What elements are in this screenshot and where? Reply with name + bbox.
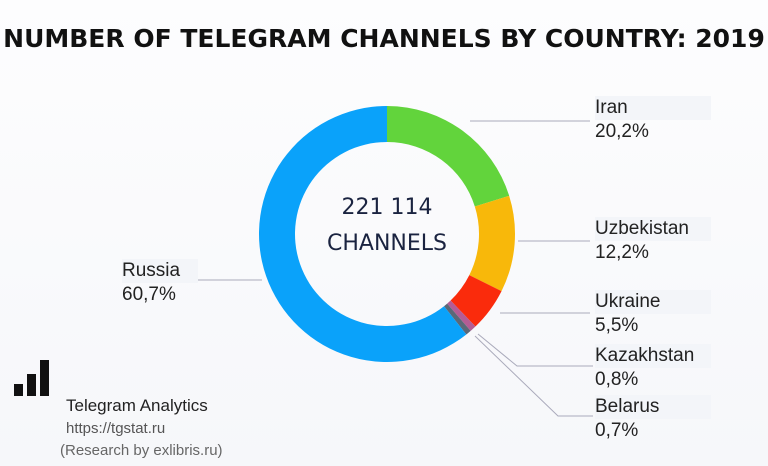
slice-ukraine: [450, 275, 502, 327]
slice-value: 60,7%: [122, 284, 176, 305]
center-unit: CHANNELS: [327, 231, 447, 256]
slice-russia: [258, 106, 467, 362]
label-iran: Iran 20,2%: [595, 96, 711, 144]
slice-value: 5,5%: [595, 315, 639, 336]
slice-label: Iran: [595, 96, 711, 120]
leader-belarus: [474, 335, 593, 417]
label-belarus: Belarus 0,7%: [595, 395, 711, 443]
label-uzbekistan: Uzbekistan 12,2%: [595, 217, 711, 265]
label-russia: Russia 60,7%: [122, 259, 198, 307]
chart-title: NUMBER OF TELEGRAM CHANNELS BY COUNTRY: …: [3, 24, 765, 53]
leader-kazakhstan: [477, 333, 593, 367]
slice-iran: [387, 106, 510, 207]
center-count: 221 114: [341, 195, 433, 220]
slice-uzbekistan: [469, 195, 515, 292]
brand-name: Telegram Analytics: [66, 396, 208, 415]
slice-belarus: [444, 303, 471, 335]
slice-label: Ukraine: [595, 290, 711, 314]
slice-value: 20,2%: [595, 121, 649, 142]
brand-url[interactable]: https://tgstat.ru: [66, 420, 166, 437]
slice-kazakhstan: [447, 300, 476, 331]
slice-value: 0,8%: [595, 369, 639, 390]
slice-value: 0,7%: [595, 420, 639, 441]
slice-label: Uzbekistan: [595, 217, 711, 241]
slice-label: Kazakhstan: [595, 344, 711, 368]
label-kazakhstan: Kazakhstan 0,8%: [595, 344, 711, 392]
center-label: 221 114 CHANNELS: [307, 190, 467, 262]
label-ukraine: Ukraine 5,5%: [595, 290, 711, 338]
slice-label: Russia: [122, 259, 198, 283]
slice-label: Belarus: [595, 395, 711, 419]
slice-value: 12,2%: [595, 242, 649, 263]
research-credit: (Research by exlibris.ru): [60, 442, 223, 459]
